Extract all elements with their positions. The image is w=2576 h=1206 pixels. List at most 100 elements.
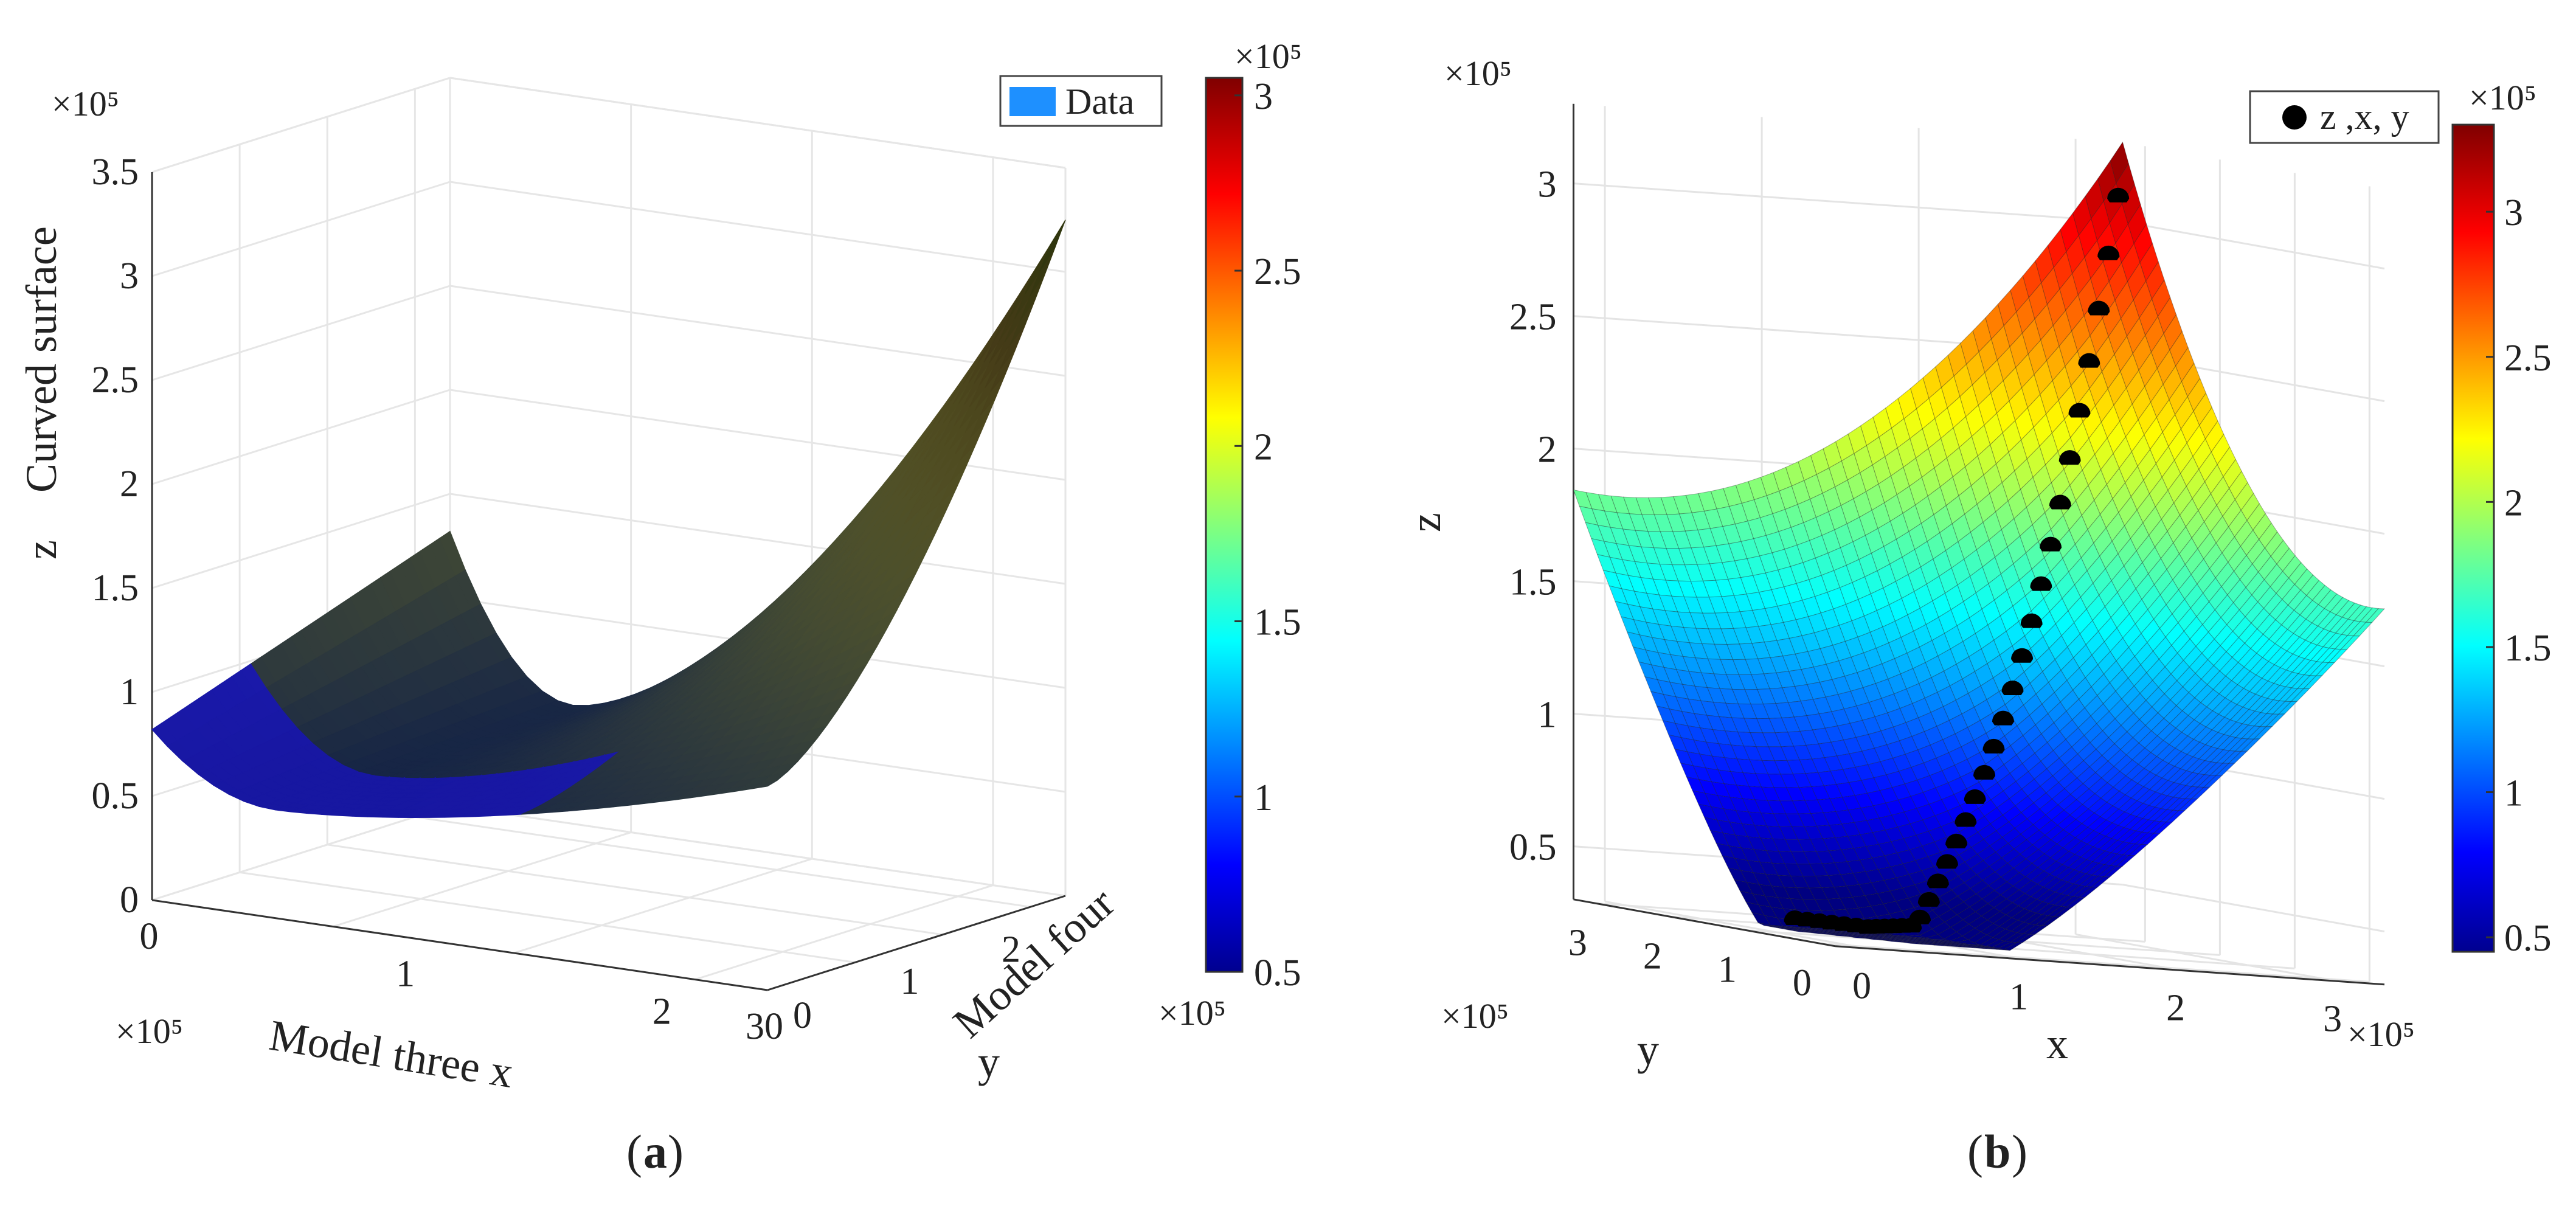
- panel-b-colorbar-exponent: ×10⁵: [2469, 78, 2536, 117]
- panel-b-y-exponent: ×10⁵: [1441, 996, 1509, 1036]
- panel-a-surface: [151, 220, 1066, 818]
- z-tick-label: 2: [1538, 429, 1557, 471]
- panel-a-caption: ( a ): [626, 1125, 684, 1178]
- panel-a-x-ticks: 0 1 2 30: [140, 916, 784, 1047]
- panel-a-legend: Data: [999, 75, 1163, 127]
- colorbar-tick-label: 0.5: [2504, 918, 2552, 959]
- panel-b-x-label: x: [2046, 1019, 2068, 1068]
- panel-a-z-title: Curved surface: [17, 226, 66, 493]
- data-point: [1908, 909, 1931, 924]
- data-point: [2049, 494, 2071, 510]
- data-point: [1964, 789, 1986, 804]
- data-point: [1973, 764, 1996, 780]
- panel-a-colorbar-exponent: ×10⁵: [1234, 36, 1302, 76]
- z-tick-label: 3.5: [92, 151, 139, 193]
- data-point: [2058, 450, 2081, 465]
- panel-b-y-label: y: [1637, 1025, 1659, 1074]
- z-tick-label: 1: [120, 671, 139, 713]
- data-point: [2020, 613, 2043, 628]
- x-tick-label: 1: [2009, 976, 2028, 1017]
- panel-b-x-exponent: ×10⁵: [2347, 1014, 2415, 1054]
- y-tick-label: 3: [1568, 922, 1587, 963]
- y-tick-label: 0: [793, 995, 812, 1036]
- z-tick-label: 2: [120, 463, 139, 505]
- colorbar-tick-label: 1: [2504, 773, 2523, 814]
- panel-b-z-ticks: 0.5 1 1.5 2 2.5 3: [1509, 164, 1557, 868]
- panel-b-x-ticks: 0 1 2 3: [1852, 965, 2342, 1039]
- x-tick-label: 3: [2323, 998, 2342, 1039]
- panel-a-z-axis-label: z: [17, 540, 66, 560]
- panel-b-y-ticks: 3 2 1 0: [1568, 922, 1812, 1003]
- colorbar-tick-label: 2.5: [1254, 251, 1301, 293]
- colorbar-tick-label: 2: [1254, 426, 1273, 468]
- colorbar-tick-label: 1.5: [1254, 602, 1301, 643]
- panel-a: 0 0.5 1 1.5 2 2.5 3 3.5 0 1 2 3 0 0 1 2 ×10⁵ ×10⁵ ×10…: [17, 36, 1302, 1178]
- data-point: [1927, 873, 1949, 889]
- z-tick-label: 0.5: [1509, 827, 1557, 868]
- data-point: [2030, 576, 2052, 591]
- panel-b: 0.5 1 1.5 2 2.5 3 0 1 2 3 3 2 1 0 ×10⁵ ×10⁵ ×10⁵ z …: [1401, 54, 2552, 1178]
- x-tick-label: 0: [140, 916, 159, 957]
- colorbar-tick-label: 2.5: [2504, 338, 2552, 379]
- data-point: [2107, 187, 2130, 203]
- data-point: [2068, 403, 2091, 418]
- panel-a-x-exponent: ×10⁵: [116, 1011, 183, 1051]
- y-tick-label: 1: [900, 961, 919, 1002]
- data-point: [1982, 738, 2005, 754]
- z-tick-label: 3: [120, 255, 139, 297]
- y-tick-label: 2: [1643, 935, 1662, 977]
- z-tick-label: 1: [1538, 695, 1557, 736]
- panel-a-y-axis-label: y: [978, 1038, 1000, 1086]
- panel-b-points: [1784, 187, 2130, 934]
- panel-b-colorbar: 0.5 1 1.5 2 2.5 3 ×10⁵: [2451, 78, 2552, 959]
- z-tick-label: 1.5: [1509, 562, 1557, 603]
- panel-a-legend-label: Data: [1065, 81, 1134, 122]
- panel-b-legend: z ,x, y: [2249, 90, 2440, 144]
- colorbar-tick-label: 3: [2504, 192, 2523, 234]
- x-tick-label: 2: [653, 991, 671, 1032]
- panel-b-z-exponent: ×10⁵: [1444, 54, 1512, 93]
- data-point: [2078, 353, 2100, 368]
- colorbar-tick-label: 3: [1254, 76, 1273, 117]
- colorbar-tick-label: 2: [2504, 482, 2523, 524]
- colorbar-tick-label: 1.5: [2504, 628, 2552, 669]
- data-point: [2088, 300, 2110, 316]
- caption-label-a: a: [643, 1125, 667, 1178]
- data-point: [2040, 536, 2062, 552]
- x-tick-label: 2: [2166, 987, 2185, 1028]
- z-tick-label: 0.5: [92, 775, 139, 817]
- x-tick-label: 0: [1852, 965, 1871, 1007]
- z-tick-label: 1.5: [92, 567, 139, 609]
- panel-b-legend-label: z ,x, y: [2320, 97, 2409, 137]
- caption-open: (: [626, 1125, 642, 1178]
- caption-open: (: [1967, 1125, 1983, 1178]
- data-point: [1955, 812, 1977, 827]
- panel-b-z-label: z: [1401, 513, 1450, 532]
- panel-a-z-ticks: 0 0.5 1 1.5 2 2.5 3 3.5: [92, 151, 139, 921]
- colorbar-tick-label: 1: [1254, 777, 1273, 819]
- z-tick-label: 2.5: [1509, 297, 1557, 338]
- data-point: [1936, 854, 1958, 869]
- legend-swatch-data: [1009, 87, 1056, 116]
- data-point: [2097, 245, 2120, 260]
- caption-close: ): [668, 1125, 684, 1178]
- panel-a-x-label: Model three x: [266, 1011, 516, 1097]
- z-tick-label: 0: [120, 879, 139, 921]
- panel-b-surface: [1573, 141, 2386, 951]
- legend-marker-point: [2282, 105, 2307, 130]
- caption-label-b: b: [1984, 1125, 2010, 1178]
- panel-a-z-exponent: ×10⁵: [52, 84, 119, 123]
- y-tick-label: 2: [1002, 929, 1020, 971]
- panel-a-y-ticks: 0 1 2: [793, 929, 1020, 1037]
- caption-close: ): [2012, 1125, 2027, 1178]
- z-tick-label: 3: [1538, 164, 1557, 206]
- panel-a-colorbar: 0.5 1 1.5 2 2.5 3 ×10⁵: [1205, 36, 1302, 994]
- colorbar-tick-label: 0.5: [1254, 952, 1301, 994]
- x-tick-label: 1: [396, 954, 415, 995]
- data-point: [2011, 648, 2034, 663]
- data-point: [1917, 892, 1940, 907]
- y-tick-label: 0: [1793, 962, 1812, 1003]
- panel-b-caption: ( b ): [1967, 1125, 2027, 1178]
- y-tick-label: 1: [1718, 949, 1737, 990]
